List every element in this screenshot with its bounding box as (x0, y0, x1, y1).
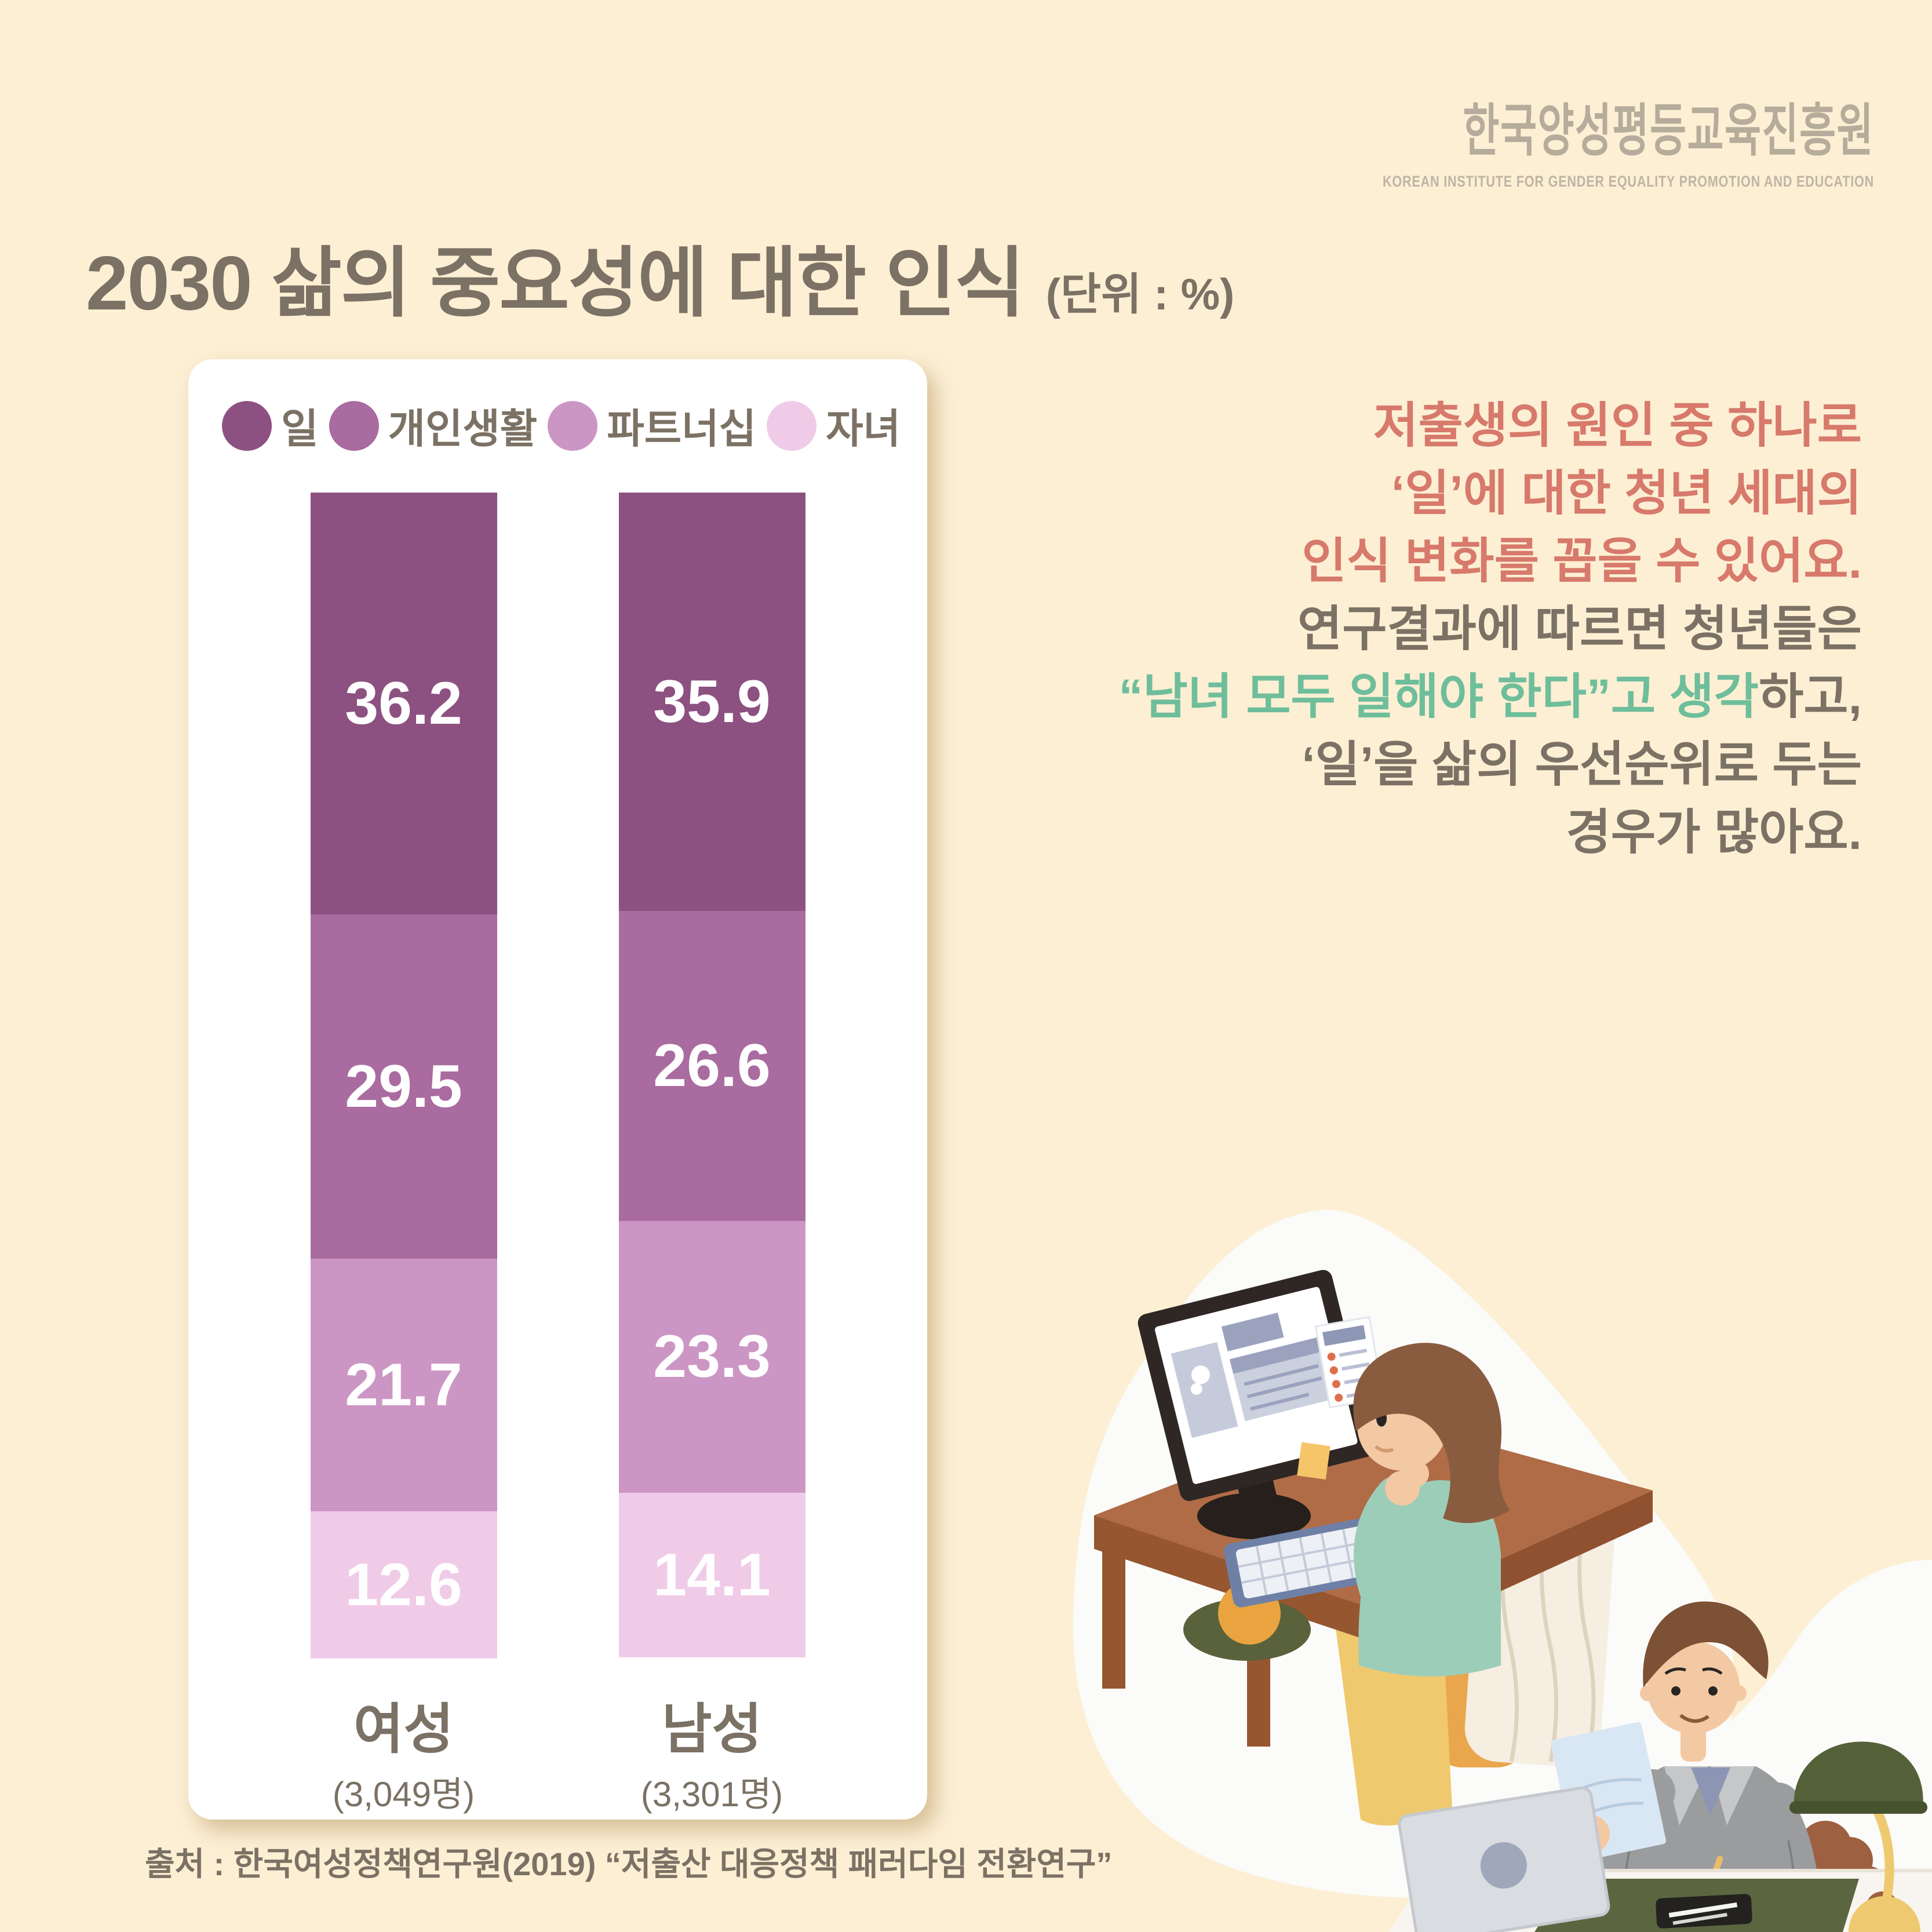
neck (1681, 1726, 1706, 1762)
bar-segment-자녀: 14.1 (618, 1493, 805, 1657)
bar-value-label: 29.5 (345, 1052, 462, 1120)
man-eye (1708, 1686, 1718, 1696)
laptop (1398, 1786, 1610, 1932)
legend-label: 개인생활 (388, 406, 538, 451)
bar-segment-파트너십: 21.7 (310, 1258, 497, 1512)
woman-at-computer-illustration (1073, 1209, 1735, 1898)
monitor-base (1197, 1493, 1311, 1539)
bar-value-label: 26.6 (653, 1032, 771, 1100)
source-note: 출처 : 한국여성정책연구원(2019) “저출산 대응정책 패러다임 전환연구… (145, 1846, 1113, 1882)
woman-arm (1354, 1475, 1421, 1611)
highlighted-quote: “남녀 모두 일해야 한다”고 생각 (1118, 669, 1759, 724)
org-logo-english: KOREAN INSTITUTE FOR GENDER EQUALITY PRO… (1382, 173, 1874, 190)
bar-segment-개인생활: 29.5 (310, 914, 497, 1259)
body-paragraph: 연구결과에 따르면 청년들은 “남녀 모두 일해야 한다”고 생각하고, ‘일’… (1118, 595, 1862, 866)
category-count-label: (3,301명) (640, 1775, 783, 1814)
page-title-unit: (단위 : %) (1045, 270, 1235, 319)
legend-item-일: 일 (222, 396, 318, 455)
keyboard (1223, 1516, 1388, 1607)
chart-card: 일 개인생활 파트너십 자녀 36.2 29.5 21.7 12.6 여성 (3,049명) 35… (188, 359, 927, 1820)
org-logo-korean: 한국양성평등교육진흥원 (1463, 99, 1874, 162)
text-line: 연구결과에 따르면 청년들은 (1297, 602, 1862, 656)
desk-lamp (1789, 1741, 1927, 1932)
bar-segment-파트너십: 23.3 (618, 1221, 805, 1493)
text-line: 저출생의 원인 중 하나로 (1373, 398, 1862, 453)
text-line: 인식 변화를 꼽을 수 있어요. (1302, 534, 1862, 588)
legend-dot-icon (548, 400, 598, 451)
legend-label: 자녀 (826, 406, 901, 451)
bar-value-label: 23.3 (653, 1323, 771, 1391)
bar-segment-개인생활: 26.6 (618, 911, 805, 1222)
legend-dot-icon (222, 400, 272, 451)
text-line: 경우가 많아요. (1566, 805, 1862, 859)
bar-value-label: 35.9 (653, 668, 771, 735)
highlight-paragraph: 저출생의 원인 중 하나로 ‘일’에 대한 청년 세대의 인식 변화를 꼽을 수… (1118, 392, 1862, 595)
legend-label: 일 (281, 406, 319, 451)
bar-group-남성: 35.9 26.6 23.3 14.1 남성 (3,301명) (618, 493, 805, 1817)
chart-bars: 36.2 29.5 21.7 12.6 여성 (3,049명) 35.9 26.6 23.3 14… (188, 493, 927, 1817)
legend-item-파트너십: 파트너십 (548, 396, 756, 455)
man-at-desk-illustration (1390, 1560, 1932, 1932)
category-label: 남성 (662, 1698, 762, 1759)
stacked-bar-남성: 35.9 26.6 23.3 14.1 (618, 493, 805, 1658)
bar-group-여성: 36.2 29.5 21.7 12.6 여성 (3,049명) (310, 493, 497, 1817)
woman-hair (1353, 1343, 1510, 1523)
bar-segment-일: 36.2 (310, 493, 497, 915)
chart-legend: 일 개인생활 파트너십 자녀 (222, 396, 901, 455)
decorative-illustrations (1073, 1209, 1932, 1932)
legend-item-자녀: 자녀 (767, 396, 901, 455)
shirt (1691, 1767, 1730, 1816)
bar-segment-일: 35.9 (618, 493, 805, 912)
text-line: “남녀 모두 일해야 한다”고 생각하고, (1118, 663, 1862, 731)
bar-value-label: 21.7 (345, 1351, 462, 1419)
pen-tray (1656, 1894, 1752, 1929)
man-eye (1671, 1686, 1681, 1696)
category-label: 여성 (353, 1698, 454, 1759)
stacked-bar-여성: 36.2 29.5 21.7 12.6 (310, 493, 497, 1658)
sticky-note (1297, 1442, 1330, 1480)
legend-item-개인생활: 개인생활 (329, 396, 538, 455)
legend-dot-icon (329, 400, 379, 451)
org-logo: 한국양성평등교육진흥원 KOREAN INSTITUTE FOR GENDER … (1260, 85, 1874, 191)
bar-segment-자녀: 12.6 (310, 1511, 497, 1658)
bar-value-label: 36.2 (345, 669, 462, 737)
category-count-label: (3,049명) (332, 1775, 475, 1814)
text-run: 하고, (1759, 669, 1862, 724)
bar-value-label: 14.1 (653, 1541, 771, 1609)
commentary-panel: 저출생의 원인 중 하나로 ‘일’에 대한 청년 세대의 인식 변화를 꼽을 수… (1118, 392, 1862, 866)
page-title: 2030 삶의 중요성에 대한 인식 (단위 : %) (86, 221, 1234, 332)
text-line: ‘일’에 대한 청년 세대의 (1391, 466, 1862, 520)
page-title-text: 2030 삶의 중요성에 대한 인식 (86, 240, 1025, 326)
legend-dot-icon (767, 400, 817, 451)
man-hair (1643, 1601, 1769, 1687)
bar-value-label: 12.6 (345, 1551, 462, 1618)
legend-label: 파트너십 (607, 406, 756, 451)
man-face (1647, 1641, 1740, 1734)
text-line: ‘일’을 삶의 우선순위로 두는 (1302, 737, 1862, 792)
